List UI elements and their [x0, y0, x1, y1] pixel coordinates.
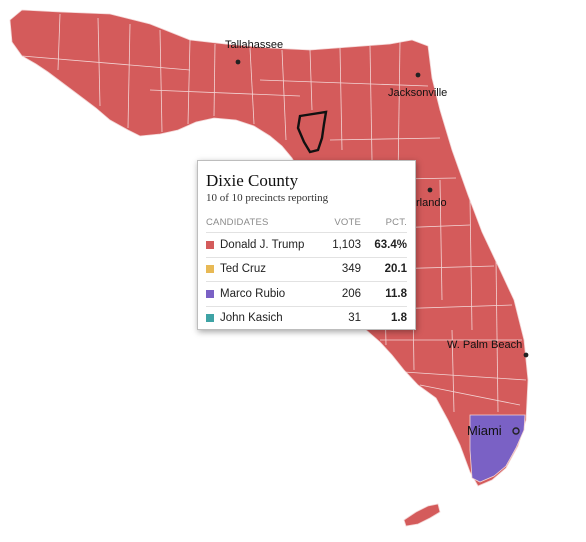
county-results-tooltip: Dixie County 10 of 10 precincts reportin… — [197, 160, 416, 330]
city-label-tallahassee: Tallahassee — [225, 39, 283, 51]
county-border-line — [159, 29, 163, 133]
candidate-votes: 31 — [348, 312, 361, 325]
dixie-county-outline[interactable] — [296, 110, 328, 154]
candidate-color-swatch — [206, 240, 214, 249]
candidate-name: John Kasich — [220, 312, 283, 325]
candidate-row: Ted Cruz 349 20.1 — [206, 258, 407, 282]
city-miami: Miami — [467, 423, 520, 438]
county-border-line — [469, 199, 473, 331]
candidate-row: Donald J. Trump 1,103 63.4% — [206, 233, 407, 258]
header-pct: PCT. — [385, 217, 407, 228]
county-border-line — [249, 47, 255, 125]
candidate-pct: 1.8 — [391, 312, 407, 325]
county-border-line — [419, 384, 521, 406]
miami-dade-county[interactable] — [469, 414, 526, 483]
county-border-line — [127, 23, 131, 129]
city-dot — [235, 59, 241, 65]
results-table: Donald J. Trump 1,103 63.4% Ted Cruz 349… — [206, 233, 407, 330]
county-border-line — [329, 137, 441, 141]
county-border-line — [339, 47, 343, 151]
florida-keys — [403, 503, 441, 527]
county-border-line — [309, 49, 313, 111]
city-label-orlando: rlando — [416, 197, 447, 209]
candidate-name: Marco Rubio — [220, 287, 286, 300]
county-border-line — [403, 371, 527, 381]
candidate-name: Ted Cruz — [220, 263, 267, 276]
precincts-reporting: 10 of 10 precincts reporting — [206, 192, 329, 204]
county-border-line — [21, 55, 191, 71]
county-border-line — [439, 179, 443, 301]
candidate-votes: 206 — [341, 287, 361, 300]
candidate-row: John Kasich 31 1.8 — [206, 307, 407, 331]
candidate-pct: 63.4% — [374, 238, 407, 251]
county-border-line — [97, 17, 101, 107]
county-border-line — [495, 259, 499, 413]
city-orlando: rlando — [416, 187, 447, 209]
results-header: CANDIDATES VOTE PCT. — [206, 217, 407, 233]
header-vote: VOTE — [334, 217, 361, 228]
city-label-west-palm-beach: W. Palm Beach — [447, 339, 522, 351]
candidate-votes: 1,103 — [332, 238, 361, 251]
county-border-line — [451, 329, 455, 413]
county-border-line — [187, 39, 191, 125]
candidate-votes: 349 — [341, 263, 361, 276]
city-dot — [523, 352, 529, 358]
candidate-pct: 11.8 — [385, 287, 407, 300]
city-west-palm-beach: W. Palm Beach — [447, 339, 529, 358]
county-border-line — [57, 13, 61, 71]
city-label-jacksonville: Jacksonville — [388, 87, 447, 99]
county-border-line — [369, 45, 373, 161]
city-label-miami: Miami — [467, 423, 502, 438]
county-border-line — [213, 43, 216, 117]
header-candidates: CANDIDATES — [206, 217, 269, 228]
city-jacksonville: Jacksonville — [388, 72, 447, 99]
candidate-pct: 20.1 — [384, 263, 407, 276]
candidate-color-swatch — [206, 314, 214, 323]
county-border-line — [149, 89, 301, 97]
city-dot — [415, 72, 421, 78]
county-name: Dixie County — [206, 171, 299, 190]
county-border-line — [259, 79, 429, 87]
candidate-color-swatch — [206, 289, 214, 298]
county-border-line — [397, 41, 401, 181]
county-borders — [21, 13, 527, 413]
city-tallahassee: Tallahassee — [225, 39, 283, 65]
city-dot — [427, 187, 433, 193]
candidate-name: Donald J. Trump — [220, 238, 305, 251]
candidate-row: Marco Rubio 206 11.8 — [206, 282, 407, 307]
city-dot — [512, 427, 520, 435]
candidate-color-swatch — [206, 265, 214, 274]
